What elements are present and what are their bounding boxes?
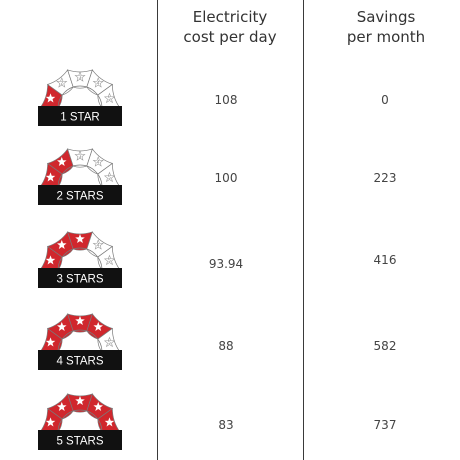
savings-value: 582	[373, 339, 397, 353]
star-rating-badge-4: 5 4 STARS	[38, 310, 122, 370]
star-icon	[93, 401, 103, 411]
rating-label: 1 STAR	[60, 112, 99, 124]
star-icon	[103, 336, 116, 348]
star-icon	[75, 396, 85, 406]
star-icon	[104, 417, 115, 427]
star-icon	[57, 156, 67, 166]
rating-label-bar	[38, 185, 122, 205]
star-icon	[45, 172, 56, 182]
star-icon	[57, 401, 67, 411]
electricity-cost-value: 88	[218, 339, 234, 353]
star-icon	[103, 171, 116, 183]
rating-label-bar	[38, 430, 122, 450]
star-number: 3	[79, 75, 82, 81]
rating-label: 4 STARS	[56, 356, 103, 368]
star-number: 4	[97, 243, 100, 249]
star-icon	[45, 255, 56, 265]
star-icon	[74, 150, 86, 161]
rating-label-bar	[38, 350, 122, 370]
star-icon	[45, 417, 56, 427]
rating-label-bar	[38, 268, 122, 288]
star-icon	[92, 156, 104, 167]
star-icon	[103, 92, 116, 104]
column-divider-right	[303, 0, 304, 460]
column-divider-left	[157, 0, 158, 460]
rating-label: 3 STARS	[56, 274, 103, 286]
rating-label-bar	[38, 106, 122, 126]
star-icon	[92, 239, 104, 250]
star-rating-gauge: 2 3 4 5 1 STAR	[38, 69, 122, 126]
gauge-inner-outline	[57, 85, 103, 109]
electricity-cost-value: 93.94	[208, 257, 244, 271]
star-icon	[74, 71, 86, 82]
star-rating-badge-5: 5 STARS	[38, 390, 122, 450]
star-rating-gauge: 5 4 STARS	[38, 313, 122, 370]
electricity-cost-value: 108	[214, 93, 238, 107]
star-rating-gauge: 4 5 3 STARS	[38, 231, 122, 288]
star-number: 5	[108, 96, 111, 102]
savings-value: 0	[381, 93, 389, 107]
star-icon	[93, 321, 103, 331]
star-rating-badge-3: 4 5 3 STARS	[38, 228, 122, 288]
star-icon	[103, 254, 116, 266]
rating-label: 5 STARS	[56, 436, 103, 448]
star-icon	[45, 93, 56, 103]
savings-header: Savings per month	[346, 8, 426, 46]
star-number: 4	[97, 160, 100, 166]
gauge-inner-outline	[57, 409, 103, 433]
star-rating-gauge: 3 4 5 2 STARS	[38, 148, 122, 205]
star-number: 5	[108, 175, 111, 181]
electricity-cost-value: 83	[218, 418, 234, 432]
savings-value: 737	[373, 418, 397, 432]
star-icon	[45, 337, 56, 347]
savings-value: 416	[373, 253, 397, 267]
savings-value: 223	[373, 171, 397, 185]
star-rating-gauge: 5 STARS	[38, 393, 122, 450]
star-rating-badge-1: 2 3 4 5 1 STAR	[38, 66, 122, 126]
rating-label: 2 STARS	[56, 191, 103, 203]
star-number: 5	[108, 340, 111, 346]
star-number: 4	[97, 81, 100, 87]
star-icon	[75, 234, 85, 244]
star-number: 2	[60, 81, 63, 87]
star-icon	[92, 77, 104, 88]
star-rating-badge-2: 3 4 5 2 STARS	[38, 145, 122, 205]
gauge-inner-outline	[57, 247, 103, 271]
gauge-inner-outline	[57, 164, 103, 188]
star-number: 5	[108, 258, 111, 264]
gauge-inner-outline	[57, 329, 103, 353]
star-icon	[56, 77, 68, 88]
star-icon	[75, 316, 85, 326]
star-icon	[57, 321, 67, 331]
star-icon	[57, 239, 67, 249]
star-number: 3	[79, 154, 82, 160]
electricity-cost-header: Electricity cost per day	[183, 8, 277, 46]
electricity-cost-value: 100	[214, 171, 238, 185]
